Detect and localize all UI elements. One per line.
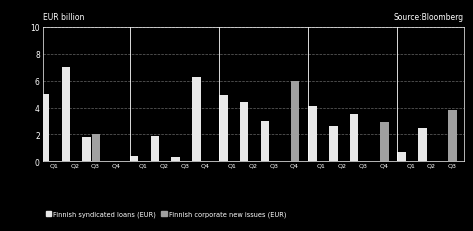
Bar: [380, 123, 388, 162]
Bar: [261, 122, 269, 162]
Text: Source:Bloomberg: Source:Bloomberg: [394, 13, 464, 22]
Bar: [308, 107, 317, 162]
Bar: [329, 127, 338, 162]
Bar: [418, 128, 427, 162]
Bar: [350, 115, 359, 162]
Legend: Finnish syndicated loans (EUR), Finnish corporate new issues (EUR): Finnish syndicated loans (EUR), Finnish …: [46, 211, 286, 217]
Bar: [397, 152, 406, 162]
Bar: [219, 96, 228, 162]
Bar: [41, 95, 49, 162]
Bar: [193, 77, 201, 162]
Bar: [240, 103, 248, 162]
Bar: [172, 158, 180, 162]
Bar: [151, 136, 159, 162]
Bar: [92, 135, 100, 162]
Bar: [291, 81, 299, 162]
Bar: [61, 68, 70, 162]
Bar: [448, 111, 457, 162]
Bar: [82, 138, 91, 162]
Bar: [130, 156, 139, 162]
Text: EUR billion: EUR billion: [43, 13, 84, 22]
